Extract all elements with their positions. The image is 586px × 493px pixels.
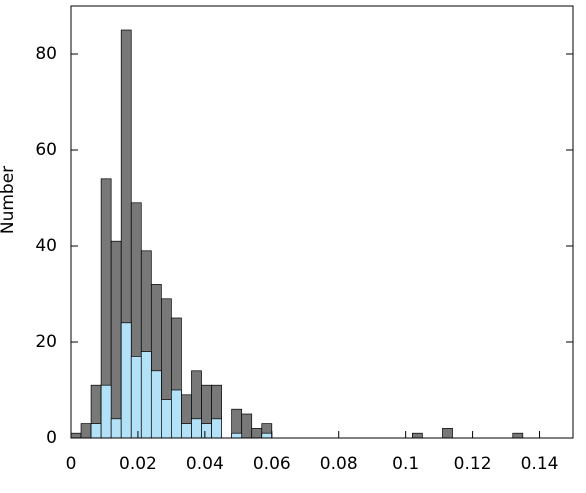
bar bbox=[201, 423, 212, 439]
plot-frame bbox=[70, 5, 574, 439]
bar bbox=[140, 351, 152, 439]
bar bbox=[120, 322, 132, 439]
bar bbox=[251, 428, 263, 439]
x-tick-label: 0.02 bbox=[119, 454, 157, 474]
bar bbox=[90, 423, 102, 439]
bar bbox=[171, 389, 182, 439]
bar bbox=[191, 418, 202, 439]
bar bbox=[130, 356, 142, 439]
bar bbox=[161, 399, 172, 439]
x-tick-label: 0.12 bbox=[454, 454, 492, 474]
y-tick-label: 40 bbox=[35, 236, 57, 256]
bar bbox=[110, 240, 122, 439]
bar bbox=[110, 418, 122, 439]
bar bbox=[80, 423, 92, 439]
x-tick-label: 0 bbox=[66, 454, 77, 474]
bar bbox=[241, 413, 253, 439]
y-axis-label: Number bbox=[0, 166, 18, 234]
x-tick-label: 0.08 bbox=[320, 454, 358, 474]
bar bbox=[211, 418, 222, 439]
x-tick-label: 0.1 bbox=[392, 454, 419, 474]
bar bbox=[231, 432, 243, 439]
x-tick-label: 0.04 bbox=[186, 454, 224, 474]
y-tick-label: 60 bbox=[35, 140, 57, 160]
bar bbox=[181, 423, 192, 439]
x-tick-label: 0.14 bbox=[521, 454, 559, 474]
bar bbox=[261, 432, 273, 439]
x-tick-label: 0.06 bbox=[253, 454, 291, 474]
bar bbox=[100, 384, 112, 439]
bar bbox=[150, 370, 162, 439]
y-tick-label: 0 bbox=[46, 428, 57, 448]
y-tick-label: 20 bbox=[35, 332, 57, 352]
bar bbox=[70, 432, 82, 439]
bar bbox=[512, 432, 524, 439]
y-tick-label: 80 bbox=[35, 44, 57, 64]
bar bbox=[442, 428, 453, 439]
bar bbox=[412, 432, 423, 439]
